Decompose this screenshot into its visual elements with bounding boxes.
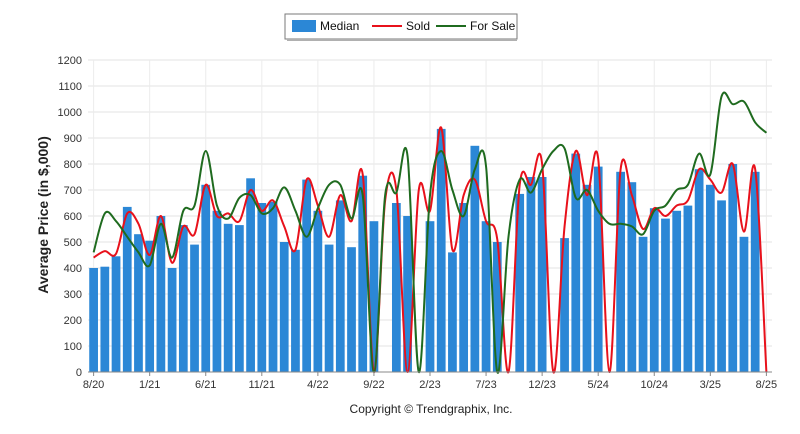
bar-median (246, 178, 255, 372)
y-tick-label: 400 (64, 263, 82, 275)
bar-median (661, 218, 670, 372)
bar-median (526, 177, 536, 372)
x-tick-label: 11/21 (248, 379, 275, 391)
bar-median (425, 221, 435, 372)
y-tick-label: 900 (64, 133, 82, 145)
bar-median (134, 234, 143, 372)
y-tick-label: 1200 (58, 55, 82, 67)
x-tick-label: 4/22 (307, 379, 328, 391)
y-tick-label: 100 (64, 341, 82, 353)
y-axis-title: Average Price (in $,000) (35, 136, 51, 293)
bar-median (571, 153, 581, 372)
y-tick-label: 300 (64, 289, 82, 301)
bar-median (638, 236, 648, 372)
copyright-text: Copyright © Trendgraphix, Inc. (350, 402, 513, 416)
bar-median (100, 266, 110, 372)
bar-median (190, 244, 199, 372)
bar-median (705, 184, 715, 372)
bar-median (717, 200, 726, 372)
bar-median (616, 171, 625, 372)
y-tick-label: 0 (76, 367, 82, 379)
bar-median (436, 128, 446, 372)
y-tick-label: 700 (64, 185, 82, 197)
bar-median (683, 205, 693, 372)
bar-median (335, 200, 345, 372)
bar-median (481, 221, 491, 372)
bar-median (268, 201, 278, 372)
bar-median (313, 210, 323, 372)
y-tick-label: 1100 (58, 81, 82, 93)
bar-median (627, 182, 637, 372)
legend-label-median: Median (320, 19, 359, 33)
bar-median (122, 206, 132, 372)
axes: 0 100 200 300 400 500 600 700 800 900 1000 1100 1200… (58, 55, 778, 391)
bar-median (156, 216, 166, 372)
bar-median (593, 166, 603, 372)
bar-median (694, 169, 704, 372)
bar-median (89, 268, 98, 372)
y-tick-label: 200 (64, 315, 82, 327)
bar-median (470, 145, 480, 372)
median-bars (89, 128, 760, 372)
bar-median (279, 242, 289, 372)
bar-median (728, 164, 738, 372)
bar-median (672, 210, 682, 372)
bar-median (212, 210, 222, 372)
x-tick-label: 2/23 (419, 379, 440, 391)
bar-median (739, 236, 749, 372)
y-tick-label: 600 (64, 211, 82, 223)
bar-median (448, 252, 457, 372)
bar-median (537, 177, 547, 372)
bar-median (560, 238, 569, 372)
x-tick-label: 8/25 (756, 379, 777, 391)
series-lines (92, 91, 768, 374)
legend-label-sold: Sold (406, 19, 430, 33)
x-tick-label: 6/21 (195, 379, 216, 391)
y-tick-label: 1000 (58, 107, 82, 119)
x-tick-label: 7/23 (475, 379, 496, 391)
bar-median (750, 171, 760, 372)
bar-median (515, 193, 525, 372)
bar-median (347, 247, 356, 372)
bar-median (167, 268, 177, 372)
y-tick-label: 800 (64, 159, 82, 171)
bar-median (492, 242, 502, 372)
chart-legend: Median Sold For Sale (284, 13, 518, 41)
line-for-sale (92, 91, 768, 374)
bar-median (145, 240, 155, 372)
bar-median (403, 216, 412, 372)
bar-median (223, 223, 233, 372)
bar-median (235, 225, 244, 372)
y-tick-label: 500 (64, 237, 82, 249)
bar-median (257, 203, 267, 372)
legend-swatch-median (292, 20, 316, 32)
bar-median (111, 256, 121, 372)
bar-median (391, 203, 401, 372)
x-tick-label: 5/24 (587, 379, 608, 391)
x-tick-label: 3/25 (700, 379, 721, 391)
legend-label-for-sale: For Sale (470, 19, 516, 33)
x-tick-label: 9/22 (363, 379, 384, 391)
bar-median (358, 175, 368, 372)
bar-median (291, 249, 300, 372)
x-tick-label: 8/20 (83, 379, 104, 391)
x-tick-label: 1/21 (139, 379, 160, 391)
bar-median (178, 225, 188, 372)
bar-median (324, 244, 334, 372)
bar-median (369, 221, 379, 372)
bar-median (582, 184, 592, 372)
bar-median (649, 208, 659, 372)
x-tick-label: 10/24 (640, 379, 668, 391)
bar-median (201, 184, 211, 372)
x-tick-label: 12/23 (528, 379, 556, 391)
bar-median (459, 203, 469, 372)
bar-median (302, 179, 312, 372)
